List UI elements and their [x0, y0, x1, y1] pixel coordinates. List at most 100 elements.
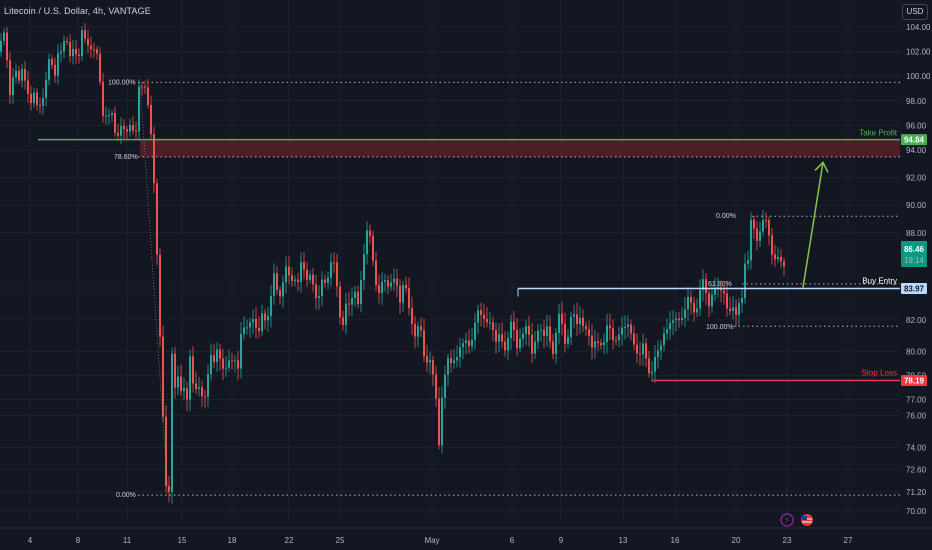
candle-body [33, 92, 35, 104]
time-axis[interactable]: 4 8 11 15 18 22 25 May 6 9 13 16 20 23 27 [0, 527, 932, 545]
candle-body [54, 64, 56, 76]
candle-body [3, 32, 5, 41]
candle-body [345, 303, 347, 325]
candle-body [390, 282, 392, 287]
candle-body [285, 266, 287, 283]
candle-body [111, 113, 113, 115]
lightning-glyph: ⚡ [784, 516, 790, 525]
candle-body [660, 345, 662, 351]
time-tick-label: 11 [123, 536, 132, 545]
fib-level-label: 0.00% [116, 492, 136, 499]
candle-body [321, 279, 323, 297]
candle-body [522, 333, 524, 339]
buy-entry-price-tag-bg [901, 282, 927, 294]
candle-body [651, 371, 653, 374]
candle-body [264, 313, 266, 321]
candle-body [759, 231, 761, 241]
candle-body [579, 317, 581, 325]
candle-body [6, 32, 8, 61]
candle-body [348, 303, 350, 305]
price-tick-label: 74.00 [906, 443, 927, 452]
candle-body [672, 320, 674, 323]
candle-body [756, 228, 758, 241]
time-tick-label: 25 [336, 536, 345, 545]
currency-button[interactable]: USD [902, 4, 928, 20]
candle-body [447, 358, 449, 375]
candle-body [270, 295, 272, 316]
candle-body [120, 125, 122, 136]
candle-body [141, 86, 143, 88]
candle-body [711, 294, 713, 307]
candle-body [18, 70, 20, 81]
time-tick-label: 27 [844, 536, 853, 545]
candle-body [210, 355, 212, 375]
buy-entry-label: Buy Entry [862, 276, 897, 285]
fib-level-label: 100.00% [706, 324, 734, 331]
resistance-zone [140, 139, 900, 157]
price-tick-label: 70.00 [906, 507, 927, 516]
price-tick-label: 76.00 [906, 411, 927, 420]
candle-body [330, 262, 332, 278]
symbol-title[interactable]: Litecoin / U.S. Dollar, 4h, VANTAGE [4, 6, 151, 16]
candle-body [222, 358, 224, 369]
candle-body [123, 125, 125, 130]
candle-body [114, 113, 116, 133]
candle-body [468, 340, 470, 347]
candle-body [318, 296, 320, 299]
candle-body [594, 341, 596, 348]
candle-body [402, 285, 404, 303]
candle-body [612, 328, 614, 341]
candle-body [534, 341, 536, 354]
candle-body [384, 280, 386, 282]
candle-body [723, 290, 725, 294]
time-tick-label: May [424, 536, 439, 545]
event-icons: ⚡ [780, 513, 813, 527]
candle-body [165, 416, 167, 486]
time-tick-label: 22 [285, 536, 294, 545]
candle-body [243, 327, 245, 334]
candle-body [21, 68, 23, 81]
candle-body [156, 183, 158, 255]
candle-body [168, 485, 170, 492]
candle-body [693, 302, 695, 313]
candle-body [66, 40, 68, 42]
candle-body [561, 313, 563, 324]
candle-body [501, 334, 503, 342]
candle-body [504, 341, 506, 351]
candle-body [327, 277, 329, 283]
candle-body [549, 326, 551, 342]
candle-body [96, 49, 98, 54]
candle-body [726, 293, 728, 309]
candle-body [342, 317, 344, 325]
price-tick-label: 96.00 [906, 121, 927, 130]
candle-body [87, 38, 89, 46]
candle-body [642, 343, 644, 355]
candle-body [126, 129, 128, 132]
price-tick-label: 100.00 [906, 72, 931, 81]
candle-body [516, 329, 518, 349]
time-tick-label: 15 [178, 536, 187, 545]
candle-body [300, 262, 302, 282]
candle-body [375, 260, 377, 286]
candle-body [588, 329, 590, 336]
current-countdown: 19:14 [904, 256, 925, 265]
buy-entry-price-tag: 83.97 [904, 284, 925, 293]
candle-body [312, 274, 314, 285]
candle-body [258, 327, 260, 332]
fib-level-label: 61.80% [708, 281, 732, 288]
candle-body [783, 261, 785, 267]
candle-body [213, 355, 215, 363]
candle-body [117, 132, 119, 136]
price-tick-label: 80.00 [906, 348, 927, 357]
candle-body [192, 356, 194, 384]
candle-body [324, 279, 326, 283]
fib-level-label: 100.00% [108, 79, 136, 86]
candle-body [714, 287, 716, 295]
event-lightning-icon [780, 513, 794, 527]
candle-body [399, 285, 401, 303]
candle-body [45, 79, 47, 98]
candle-body [675, 318, 677, 321]
candle-body [408, 288, 410, 309]
candle-body [486, 318, 488, 323]
